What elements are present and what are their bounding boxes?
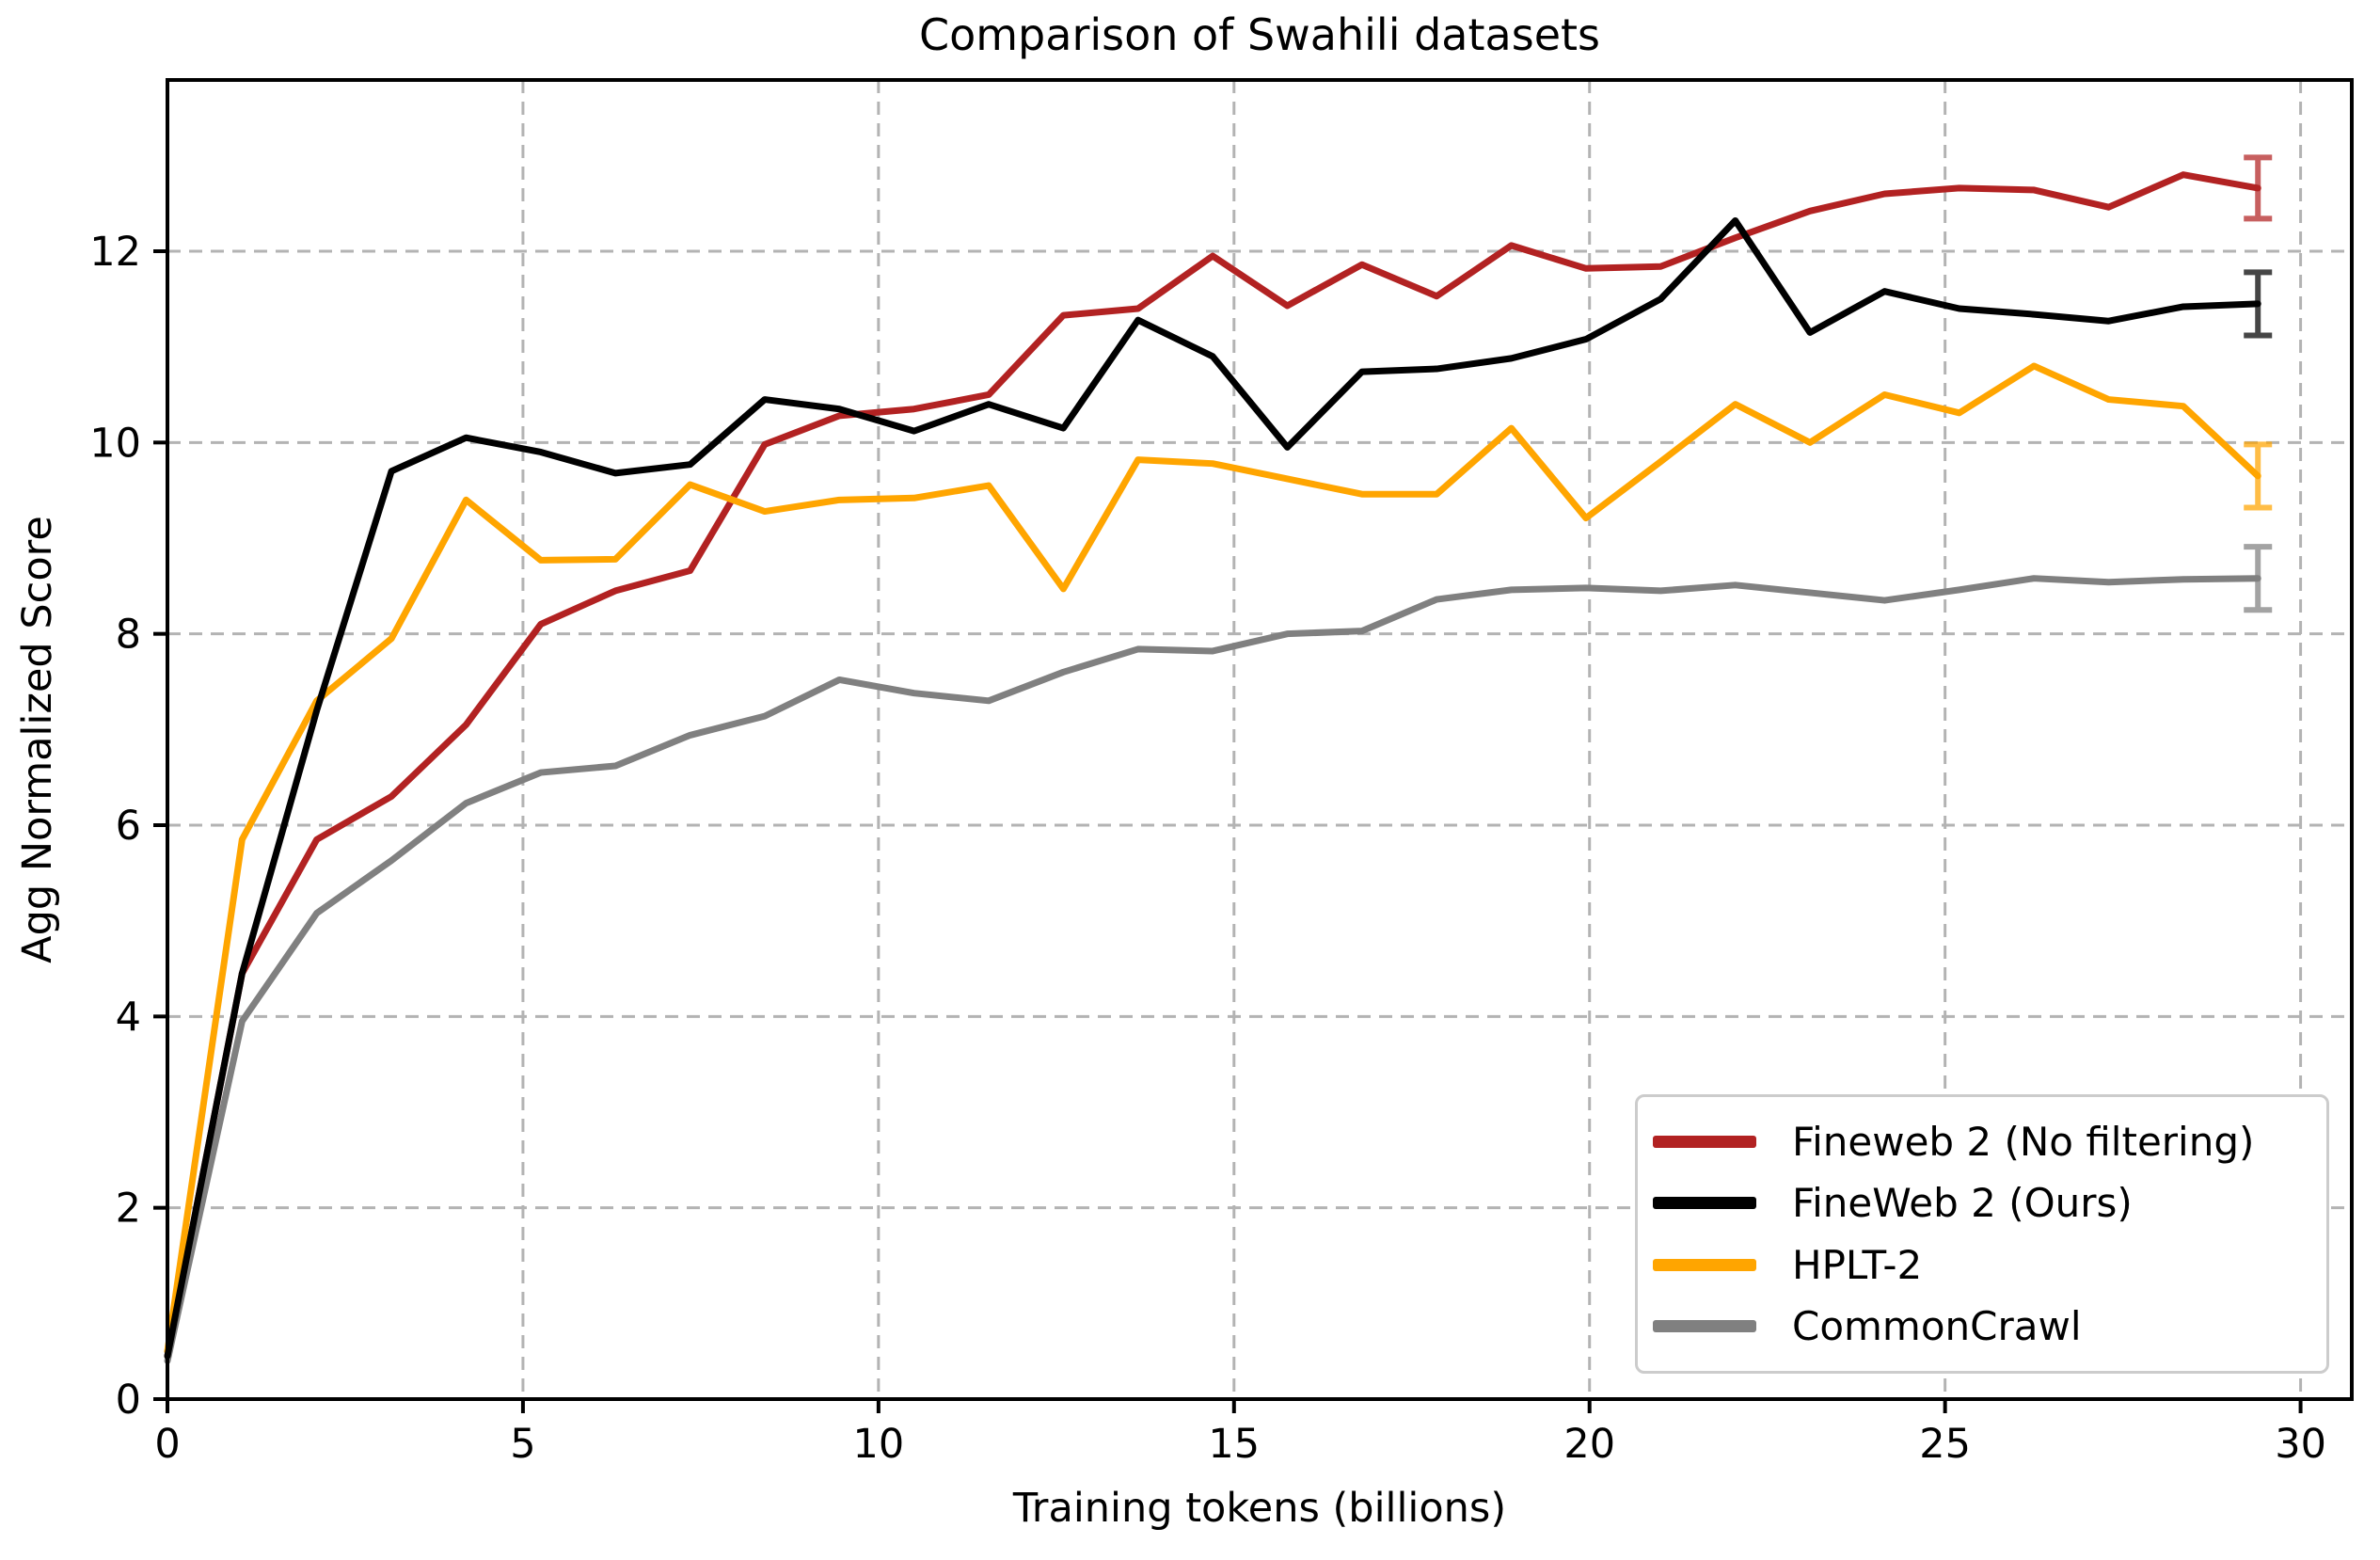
chart-title: Comparison of Swahili datasets bbox=[918, 9, 1600, 60]
x-tick-label-30: 30 bbox=[2275, 1421, 2326, 1468]
legend-label: HPLT-2 bbox=[1792, 1241, 1923, 1288]
legend-item-commoncrawl: CommonCrawl bbox=[1653, 1303, 2317, 1349]
error-bar-fineweb-2-ours bbox=[2244, 269, 2273, 339]
x-axis-label: Training tokens (billions) bbox=[1012, 1485, 1507, 1532]
y-tick-label-8: 8 bbox=[116, 612, 141, 659]
y-tick-label-12: 12 bbox=[89, 229, 141, 276]
legend-label: CommonCrawl bbox=[1792, 1303, 2082, 1350]
legend-item-fineweb-2-ours: FineWeb 2 (Ours) bbox=[1653, 1180, 2317, 1226]
error-bar-hplt-2 bbox=[2244, 441, 2273, 511]
y-axis-label: Agg Normalized Score bbox=[14, 516, 61, 963]
legend-label: Fineweb 2 (No filtering) bbox=[1792, 1118, 2255, 1165]
line-fineweb-2-no-filtering bbox=[164, 171, 2261, 1360]
line-fineweb-2-ours bbox=[164, 216, 2261, 1360]
y-tick-label-6: 6 bbox=[116, 803, 141, 850]
error-bar-commoncrawl bbox=[2244, 544, 2273, 613]
line-hplt-2 bbox=[164, 362, 2261, 1355]
legend-label: FineWeb 2 (Ours) bbox=[1792, 1180, 2133, 1227]
x-tick-label-0: 0 bbox=[154, 1421, 180, 1468]
y-tick-label-4: 4 bbox=[116, 994, 141, 1041]
x-tick-label-15: 15 bbox=[1208, 1421, 1260, 1468]
y-tick-label-0: 0 bbox=[116, 1377, 141, 1424]
x-tick-label-25: 25 bbox=[1919, 1421, 1971, 1468]
legend-item-fineweb-2-no-filtering: Fineweb 2 (No filtering) bbox=[1653, 1119, 2317, 1165]
legend-swatch bbox=[1653, 1135, 1756, 1148]
line-commoncrawl bbox=[164, 575, 2261, 1364]
x-tick-label-10: 10 bbox=[853, 1421, 905, 1468]
y-tick-label-10: 10 bbox=[89, 420, 141, 467]
plot-border bbox=[166, 78, 2354, 1401]
legend-swatch bbox=[1653, 1320, 1756, 1333]
legend-item-hplt-2: HPLT-2 bbox=[1653, 1242, 2317, 1288]
legend-swatch bbox=[1653, 1197, 1756, 1210]
legend: Fineweb 2 (No filtering) FineWeb 2 (Ours)… bbox=[1635, 1094, 2329, 1374]
x-tick-label-20: 20 bbox=[1563, 1421, 1615, 1468]
y-tick-label-2: 2 bbox=[116, 1186, 141, 1233]
legend-swatch bbox=[1653, 1258, 1756, 1271]
x-tick-label-5: 5 bbox=[510, 1421, 535, 1468]
error-bar-fineweb-2-no-filtering bbox=[2244, 154, 2273, 222]
